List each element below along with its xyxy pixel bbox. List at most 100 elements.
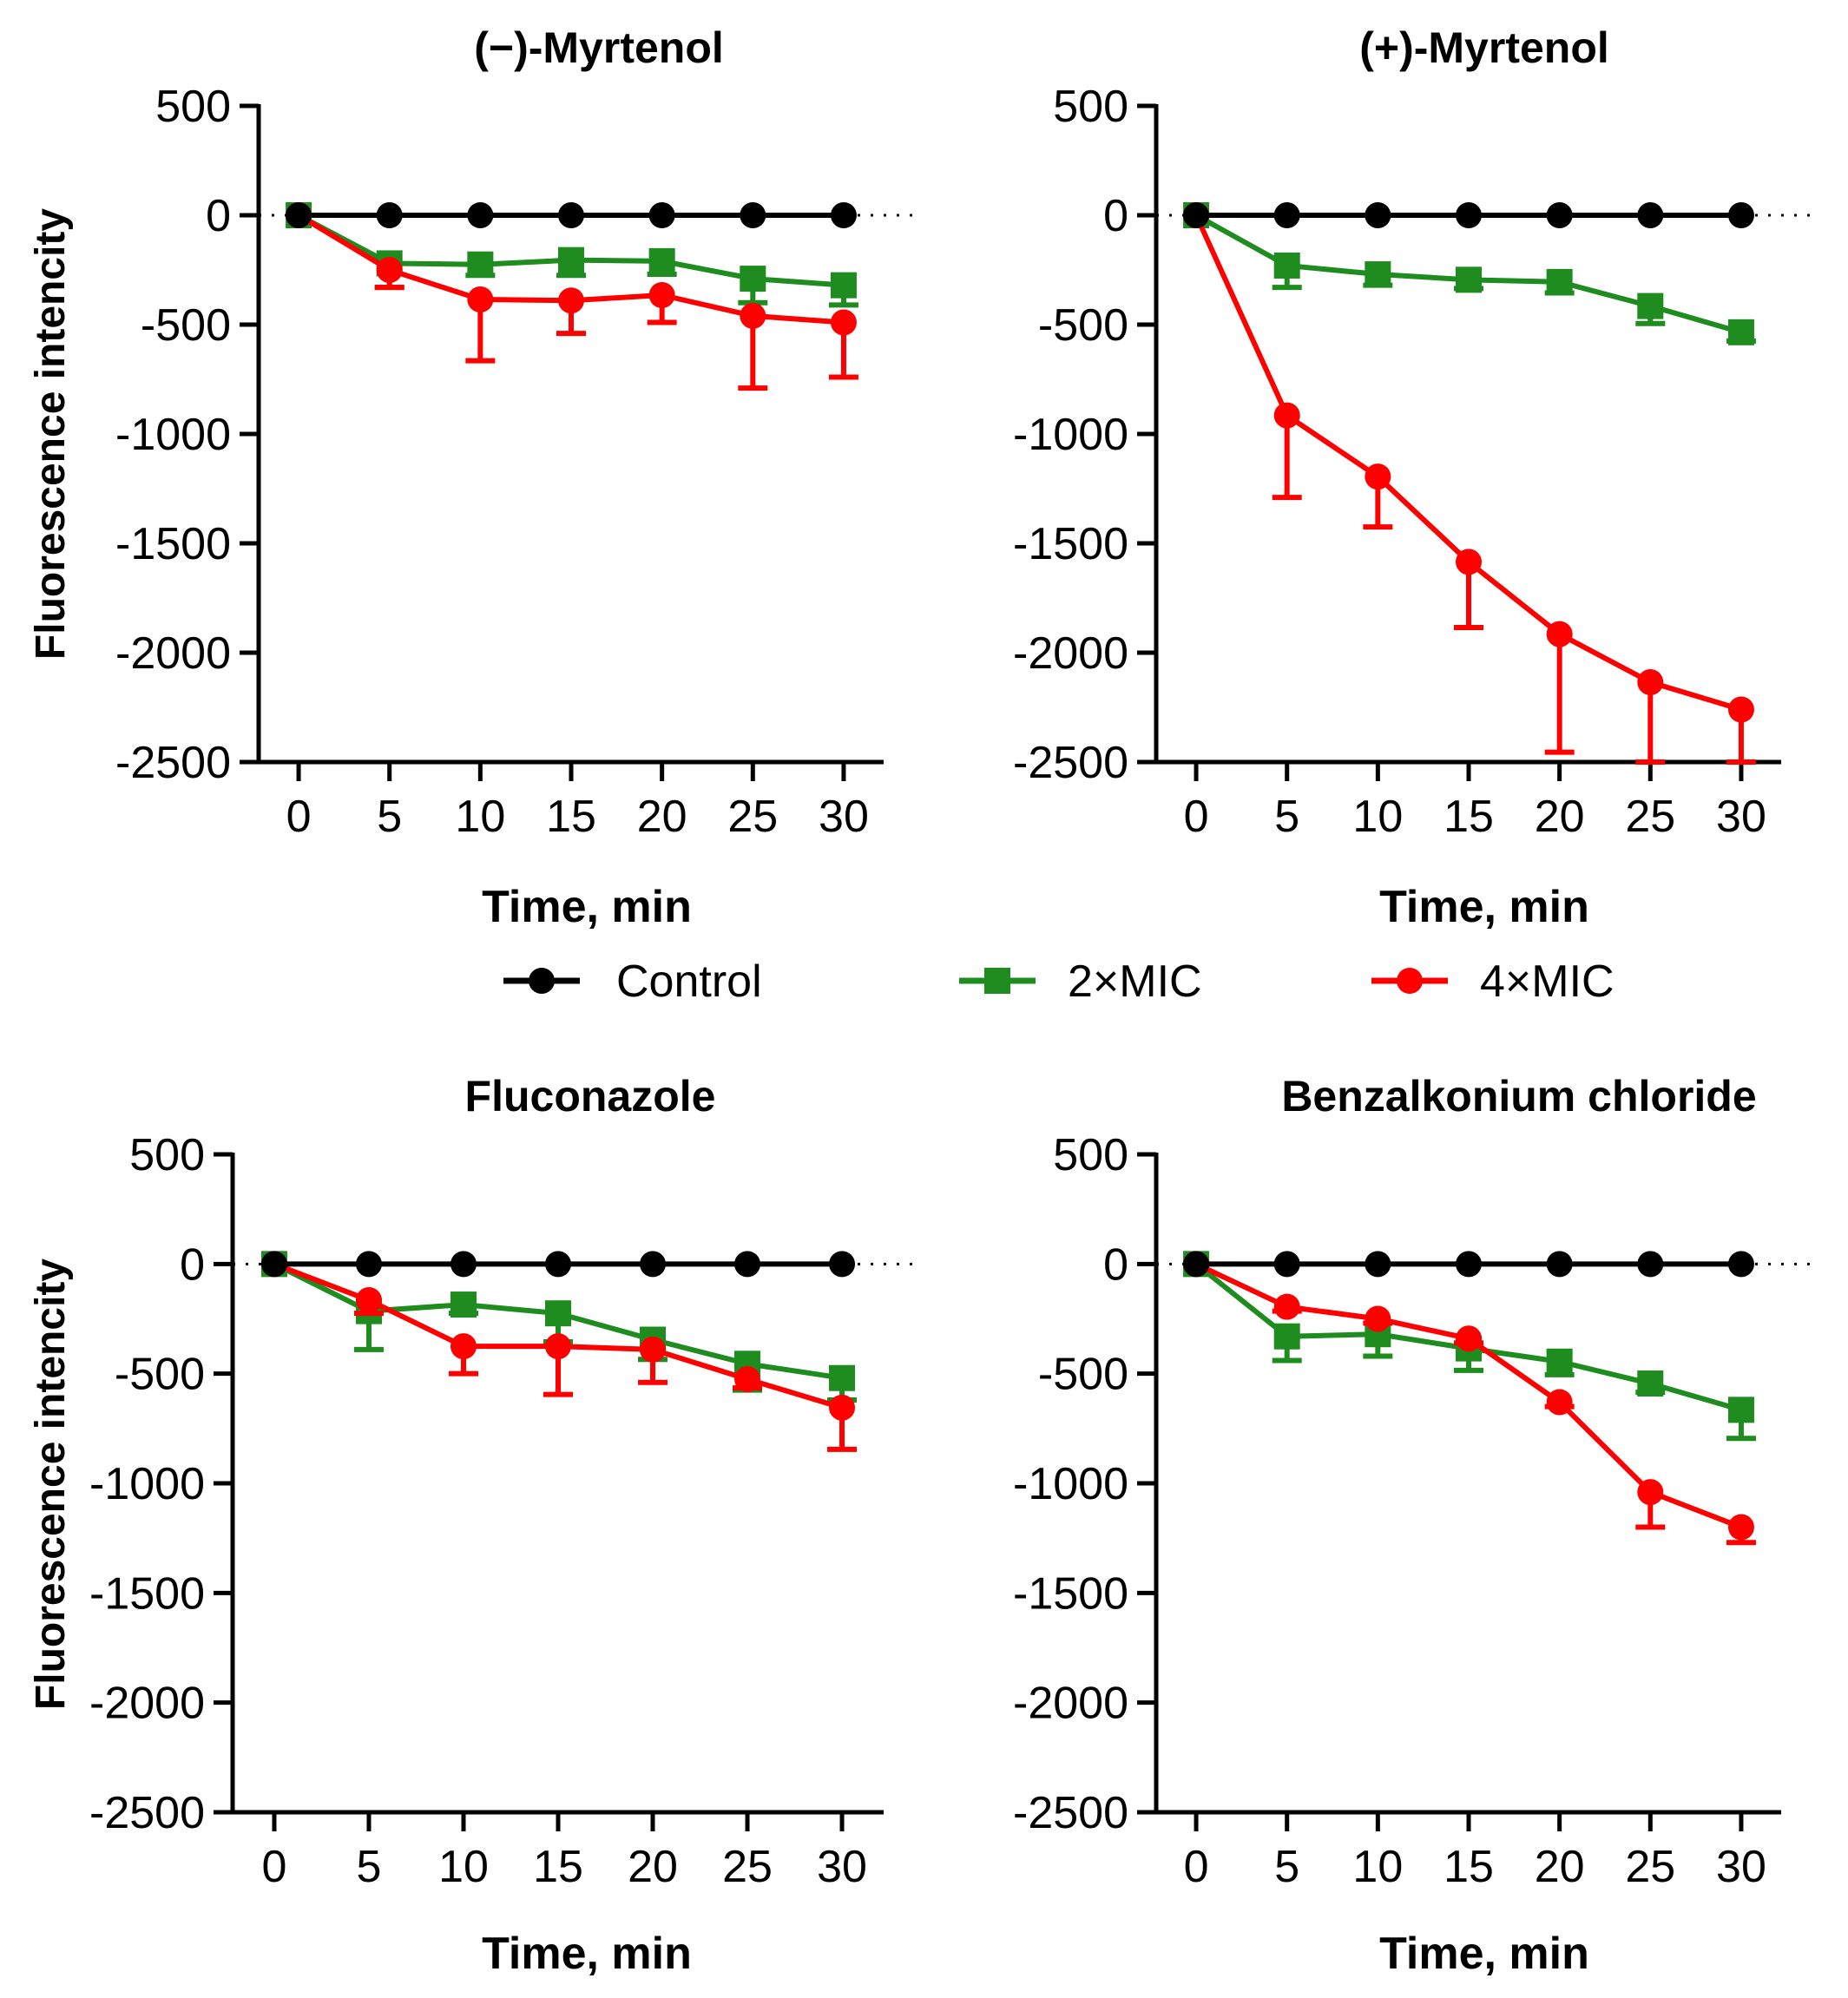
data-point-circle	[467, 286, 494, 313]
y-tick-label: 500	[1053, 82, 1128, 132]
data-point-circle	[558, 287, 584, 314]
data-point-circle	[1727, 1251, 1754, 1278]
y-tick-label: -1000	[115, 410, 231, 460]
x-tick-label: 10	[1352, 792, 1403, 842]
y-tick-label: -2000	[1013, 1679, 1128, 1729]
data-point-square	[830, 272, 857, 299]
panel-3: Fluconazole Fluorescence intencity Time,…	[28, 1072, 918, 1979]
y-tick-label: -2000	[89, 1679, 205, 1729]
data-point-circle	[286, 202, 312, 228]
y-tick-label: 500	[155, 82, 231, 132]
data-point-circle	[1456, 1251, 1482, 1278]
legend-label: 4×MIC	[1480, 956, 1615, 1007]
data-point-circle	[558, 202, 584, 228]
y-tick-label: -500	[115, 1350, 205, 1400]
series-control	[260, 1251, 856, 1278]
panel-2: (+)-Myrtenol Time, min 500 0 -500 -1000 -150…	[1013, 23, 1816, 932]
data-point-circle	[545, 1251, 571, 1278]
data-point-circle	[1727, 1514, 1754, 1541]
data-point-circle	[1727, 202, 1754, 228]
series-control	[286, 202, 857, 228]
data-point-square	[1546, 268, 1573, 295]
data-point-circle	[355, 1287, 382, 1314]
legend-item-2xmic: 2×MIC	[959, 956, 1202, 1007]
plot-area: 500 0 -500 -1000 -1500 -2000 -2500 0 5 10 15 20 25 30	[1013, 82, 1816, 842]
y-tick-label: -1000	[89, 1459, 205, 1509]
y-tick-label: 500	[1053, 1130, 1128, 1180]
data-point-circle	[1183, 202, 1210, 228]
data-point-circle	[450, 1333, 477, 1360]
x-tick-label: 5	[377, 792, 402, 842]
legend: Control 2×MIC 4×MIC	[503, 956, 1615, 1007]
series-4xmic	[286, 202, 858, 391]
x-tick-label: 20	[1535, 792, 1585, 842]
data-point-circle	[1365, 1251, 1391, 1278]
y-axis-label: Fluorescence intencity	[28, 208, 74, 660]
data-point-square	[1727, 1397, 1754, 1423]
y-tick-label: 0	[1103, 1239, 1128, 1290]
x-tick-label: 25	[722, 1842, 773, 1892]
data-point-circle	[1637, 669, 1664, 696]
y-tick-label: -500	[1038, 1350, 1128, 1400]
data-point-square	[1637, 292, 1664, 319]
x-tick-label: 25	[1625, 1842, 1675, 1892]
data-point-square	[450, 1291, 477, 1318]
x-tick-label: 30	[817, 1842, 867, 1892]
x-tick-label: 0	[1184, 792, 1209, 842]
legend-item-control: Control	[503, 956, 762, 1007]
x-tick-label: 15	[1444, 792, 1494, 842]
x-tick-label: 5	[1274, 1842, 1299, 1892]
data-point-circle	[1273, 1251, 1300, 1278]
panel-title: Benzalkonium chloride	[1281, 1072, 1756, 1121]
x-tick-label: 0	[1184, 1842, 1209, 1892]
y-tick-label: -2000	[115, 628, 231, 679]
data-point-circle	[830, 202, 857, 228]
data-point-circle	[545, 1333, 571, 1360]
legend-label: Control	[616, 956, 762, 1007]
data-point-circle	[1273, 1293, 1300, 1320]
y-tick-label: 0	[206, 191, 231, 241]
data-point-circle	[648, 202, 675, 228]
panel-title: Fluconazole	[465, 1072, 716, 1121]
y-tick-label: -1500	[1013, 1568, 1128, 1619]
data-point-circle	[450, 1251, 477, 1278]
y-tick-label: -2500	[115, 738, 231, 788]
data-point-circle	[1456, 1325, 1482, 1352]
x-tick-label: 15	[546, 792, 596, 842]
data-point-circle	[640, 1336, 667, 1363]
x-axis-label: Time, min	[1379, 1929, 1589, 1979]
data-point-square	[1273, 1323, 1300, 1350]
data-point-circle	[829, 1394, 856, 1421]
x-axis-label: Time, min	[482, 882, 692, 932]
x-tick-label: 10	[1352, 1842, 1403, 1892]
data-point-square	[648, 247, 675, 274]
data-point-circle	[740, 202, 766, 228]
y-tick-label: -500	[141, 300, 231, 351]
data-point-circle	[1365, 202, 1391, 228]
data-point-circle	[376, 202, 403, 228]
plot-area: 500 0 -500 -1000 -1500 -2000 -2500 0 5 10 15 20 25 30	[89, 1130, 918, 1892]
data-point-circle	[1273, 402, 1300, 429]
data-point-square	[740, 266, 766, 292]
y-tick-label: -2000	[1013, 628, 1128, 679]
data-point-square	[1637, 1370, 1664, 1397]
data-point-circle	[740, 302, 766, 329]
data-point-circle	[260, 1251, 287, 1278]
data-point-circle	[1637, 202, 1664, 228]
x-tick-label: 30	[819, 792, 869, 842]
y-tick-label: -2500	[1013, 738, 1128, 788]
x-tick-label: 10	[438, 1842, 489, 1892]
y-tick-label: 0	[1103, 191, 1128, 241]
series-4xmic	[1183, 1251, 1756, 1546]
x-tick-label: 5	[357, 1842, 382, 1892]
x-tick-label: 25	[1625, 792, 1675, 842]
legend-label: 2×MIC	[1068, 956, 1202, 1007]
x-tick-label: 15	[533, 1842, 583, 1892]
data-point-circle	[734, 1251, 761, 1278]
y-tick-label: 0	[180, 1239, 205, 1290]
data-point-square	[1727, 319, 1754, 345]
y-tick-label: -1500	[89, 1568, 205, 1619]
data-point-square	[1273, 252, 1300, 279]
data-point-circle	[1456, 549, 1482, 575]
